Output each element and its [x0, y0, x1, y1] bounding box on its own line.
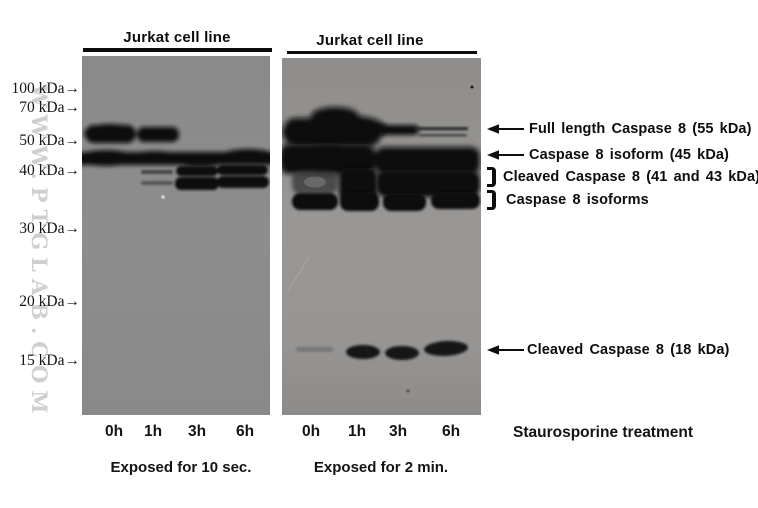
- panel-left-title-rule: [83, 48, 272, 52]
- dark-speck: [470, 85, 474, 89]
- band-45kda-left: [82, 149, 270, 167]
- blot-panel-right: [282, 58, 481, 415]
- annotation-isoform-45kda: Caspase 8 isoform (45 kDa): [529, 147, 729, 163]
- lane-label: 1h: [347, 423, 367, 440]
- mw-marker-15kda: 15 kDa→: [19, 352, 80, 369]
- mw-marker-100kda: 100 kDa→: [11, 80, 80, 97]
- lane-label: 6h: [235, 423, 255, 440]
- lane-label: 1h: [143, 423, 163, 440]
- lane-label: 3h: [388, 423, 408, 440]
- arrow-left-icon: [487, 150, 524, 160]
- lane-label: 6h: [441, 423, 461, 440]
- mw-marker-50kda: 50 kDa→: [19, 132, 80, 149]
- annotation-isoforms: Caspase 8 isoforms: [506, 192, 649, 208]
- band-45kda-right: [282, 143, 480, 175]
- blot-panel-left: [82, 56, 270, 415]
- lane-label: 0h: [301, 423, 321, 440]
- panel-left-title: Jurkat cell line: [123, 29, 231, 46]
- bands-18kda-right: [296, 340, 468, 360]
- mw-marker-70kda: 70 kDa→: [19, 99, 80, 116]
- membrane-right: [282, 58, 481, 415]
- panel-right-title-rule: [287, 50, 477, 54]
- arrow-left-icon: [487, 345, 524, 355]
- mw-marker-20kda: 20 kDa→: [19, 293, 80, 310]
- lane-label: 3h: [187, 423, 207, 440]
- exposure-caption-right: Exposed for 2 min.: [313, 459, 449, 476]
- dust-speck: [161, 195, 165, 199]
- treatment-label: Staurosporine treatment: [513, 424, 694, 441]
- lane-label: 0h: [104, 423, 124, 440]
- bracket-icon: [487, 167, 496, 187]
- bands-cleaved-left: [141, 165, 269, 190]
- annotation-cleaved-18kda: Cleaved Caspase 8 (18 kDa): [527, 342, 730, 358]
- exposure-caption-left: Exposed for 10 sec.: [110, 459, 252, 476]
- mw-marker-40kda: 40 kDa→: [19, 162, 80, 179]
- arrow-left-icon: [487, 124, 524, 134]
- annotation-cleaved-41-43kda: Cleaved Caspase 8 (41 and 43 kDa): [503, 169, 758, 185]
- scratch-mark: [287, 256, 310, 292]
- bracket-icon: [487, 190, 496, 210]
- membrane-left: [82, 56, 270, 415]
- small-speck: [406, 389, 410, 393]
- panel-right-title: Jurkat cell line: [316, 32, 424, 49]
- bands-isoforms-right: [292, 192, 480, 211]
- annotation-full-length-55kda: Full length Caspase 8 (55 kDa): [529, 121, 752, 137]
- mw-marker-30kda: 30 kDa→: [19, 220, 80, 237]
- band-55kda-right: [282, 107, 468, 146]
- bands-55kda-left: [84, 124, 179, 143]
